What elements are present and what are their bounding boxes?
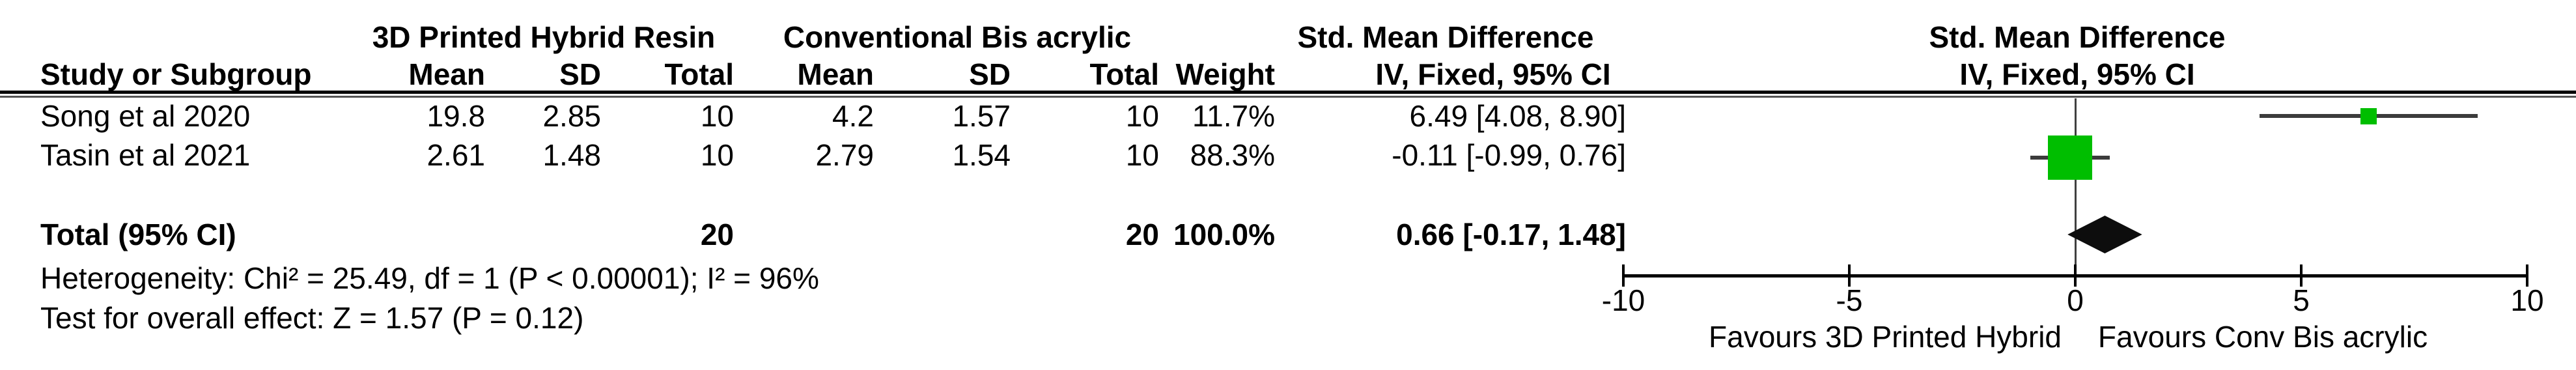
col-header-ci-plot: IV, Fixed, 95% CI	[1959, 57, 2195, 91]
col-header-sd-ctl: SD	[969, 57, 1011, 91]
zero-reference-line	[2075, 98, 2077, 276]
col-header-ci-text: IV, Fixed, 95% CI	[1375, 57, 1611, 91]
axis-tick-label: -10	[1601, 283, 1645, 317]
col-header-weight: Weight	[1175, 57, 1275, 91]
axis-tick	[2526, 264, 2528, 287]
header-separator-line-2	[0, 96, 2576, 98]
mean-exp: 19.8	[427, 99, 485, 133]
study-weight-square	[2360, 108, 2377, 124]
sd-ctl: 1.57	[952, 99, 1011, 133]
total-ci-text: 0.66 [-0.17, 1.48]	[1396, 218, 1626, 251]
smd-header-plot-column: Std. Mean Difference	[1929, 20, 2226, 54]
weight-value: 11.7%	[1192, 99, 1275, 133]
sd-exp: 2.85	[542, 99, 601, 133]
col-header-sd-exp: SD	[559, 57, 601, 91]
axis-tick	[1622, 264, 1625, 287]
col-header-total-ctl: Total	[1089, 57, 1159, 91]
total-exp: 10	[700, 138, 734, 172]
mean-exp: 2.61	[427, 138, 485, 172]
favours-right-label: Favours Conv Bis acrylic	[2097, 320, 2428, 354]
mean-ctl: 2.79	[815, 138, 874, 172]
study-name: Tasin et al 2021	[40, 138, 251, 172]
total-n-exp: 20	[700, 218, 734, 251]
total-n-ctl: 20	[1125, 218, 1159, 251]
smd-header-text-column: Std. Mean Difference	[1297, 20, 1594, 54]
study-name: Song et al 2020	[40, 99, 251, 133]
group2-header: Conventional Bis acrylic	[783, 20, 1132, 54]
heterogeneity-text: Heterogeneity: Chi² = 25.49, df = 1 (P <…	[40, 261, 819, 295]
effect-ci-text: 6.49 [4.08, 8.90]	[1409, 99, 1627, 133]
weight-value: 88.3%	[1190, 138, 1275, 172]
total-label: Total (95% CI)	[40, 218, 236, 251]
sd-exp: 1.48	[542, 138, 601, 172]
axis-tick-label: 10	[2510, 283, 2544, 317]
axis-tick	[2300, 264, 2303, 287]
sd-ctl: 1.54	[952, 138, 1011, 172]
total-exp: 10	[700, 99, 734, 133]
group1-header: 3D Printed Hybrid Resin	[372, 20, 716, 54]
favours-left-label: Favours 3D Printed Hybrid	[1709, 320, 2062, 354]
total-weight: 100.0%	[1173, 218, 1275, 251]
axis-tick-label: 0	[2067, 283, 2084, 317]
header-separator-line	[0, 91, 2576, 94]
axis-tick-label: 5	[2293, 283, 2310, 317]
total-ctl: 10	[1125, 99, 1159, 133]
col-header-total-exp: Total	[664, 57, 734, 91]
axis-tick	[2074, 264, 2077, 287]
col-header-study: Study or Subgroup	[40, 57, 312, 91]
summary-diamond	[2067, 216, 2142, 253]
effect-ci-text: -0.11 [-0.99, 0.76]	[1392, 138, 1626, 172]
col-header-mean-ctl: Mean	[797, 57, 874, 91]
mean-ctl: 4.2	[832, 99, 874, 133]
axis-tick-label: -5	[1836, 283, 1863, 317]
study-weight-square	[2048, 135, 2092, 180]
total-ctl: 10	[1125, 138, 1159, 172]
axis-tick	[1848, 264, 1851, 287]
overall-effect-text: Test for overall effect: Z = 1.57 (P = 0…	[40, 301, 584, 335]
col-header-mean-exp: Mean	[408, 57, 485, 91]
